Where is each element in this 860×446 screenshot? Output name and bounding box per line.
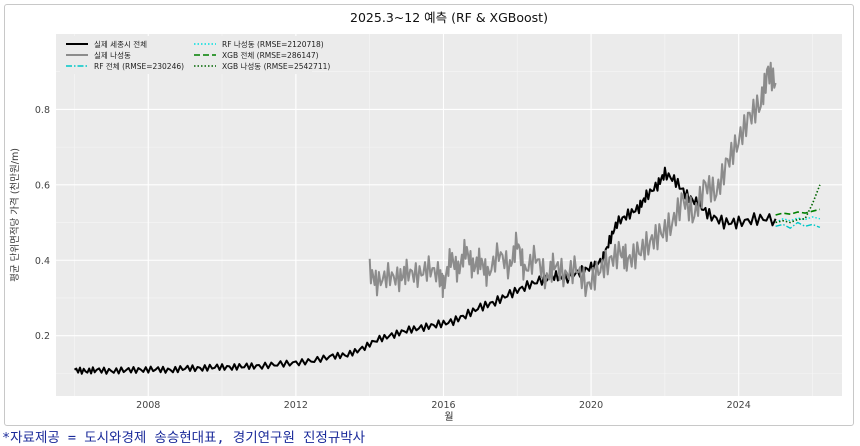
series-line: [775, 184, 821, 224]
plot-area: [56, 34, 842, 396]
x-tick-label: 2016: [431, 400, 455, 411]
source-caption: *자료제공 = 도시와경제 송승현대표, 경기연구원 진정규박사: [2, 430, 366, 446]
y-axis-label: 평균 단위면적당 가격 (천만원/m): [9, 148, 21, 282]
x-tick-label: 2012: [284, 400, 308, 411]
series-line: [775, 216, 821, 224]
x-axis-label: 월: [444, 411, 453, 423]
y-tick-label: 0.4: [35, 256, 50, 267]
legend-label: 실제 나성동: [94, 50, 131, 60]
x-tick-label: 2020: [579, 400, 603, 411]
series-line: [74, 166, 777, 375]
y-tick-label: 0.2: [35, 331, 50, 342]
legend-label: RF 나성동 (RMSE=2120718): [222, 40, 324, 49]
legend-label: XGB 나성동 (RMSE=2542711): [222, 62, 330, 71]
series-line: [775, 221, 821, 229]
legend-box: [60, 36, 312, 74]
legend-label: RF 전체 (RMSE=230246): [94, 61, 184, 71]
y-tick-label: 0.6: [35, 180, 50, 191]
legend-label: 실제 세종시 전체: [94, 39, 147, 49]
x-tick-label: 2008: [136, 400, 160, 411]
chart-title: 2025.3~12 예측 (RF & XGBoost): [350, 10, 548, 25]
series-line: [368, 61, 777, 299]
series-line: [775, 208, 821, 216]
x-tick-label: 2024: [727, 400, 751, 411]
legend-label: XGB 전체 (RMSE=286147): [222, 50, 319, 60]
y-tick-label: 0.8: [35, 105, 50, 116]
line-chart: 0.2 0.4 0.6 0.8 2008 2012 2016 2020 2024 2025.3~1…: [9, 10, 842, 423]
